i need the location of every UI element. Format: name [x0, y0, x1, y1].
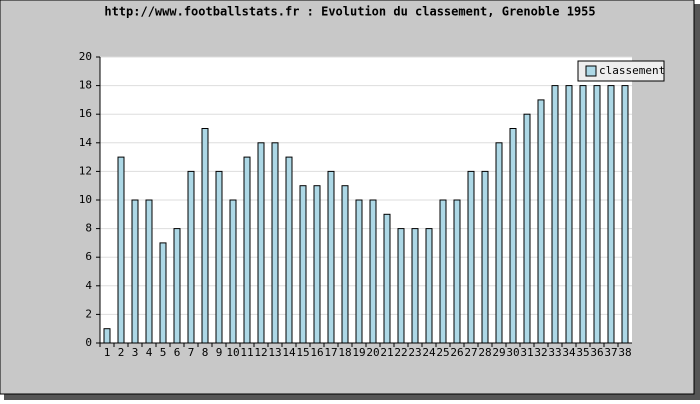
x-tick-label: 32 — [534, 346, 547, 359]
x-tick-label: 5 — [160, 346, 167, 359]
bar — [145, 199, 153, 344]
bar — [467, 170, 475, 344]
x-tick-label: 37 — [604, 346, 617, 359]
bar — [607, 85, 615, 344]
bar — [495, 142, 503, 344]
x-tick-label: 25 — [436, 346, 449, 359]
bar — [229, 199, 237, 344]
x-tick-label: 30 — [506, 346, 519, 359]
x-tick-label: 9 — [216, 346, 223, 359]
x-tick-label: 20 — [366, 346, 379, 359]
y-tick-label: 16 — [79, 107, 92, 120]
y-tick-label: 14 — [79, 136, 93, 149]
bar — [425, 228, 433, 344]
bar — [103, 328, 111, 344]
bar — [285, 156, 293, 344]
bar — [173, 228, 181, 344]
y-tick-label: 8 — [85, 222, 92, 235]
x-tick-label: 4 — [146, 346, 153, 359]
bar — [201, 128, 209, 344]
bar — [369, 199, 377, 344]
bar — [551, 85, 559, 344]
x-tick-label: 31 — [520, 346, 533, 359]
x-tick-label: 6 — [174, 346, 181, 359]
x-tick-label: 17 — [324, 346, 337, 359]
y-tick-label: 18 — [79, 79, 92, 92]
bar — [159, 242, 167, 344]
x-tick-label: 11 — [240, 346, 253, 359]
bar — [271, 142, 279, 344]
y-tick-label: 6 — [85, 250, 92, 263]
x-tick-label: 13 — [268, 346, 281, 359]
bar — [593, 85, 601, 344]
x-tick-label: 10 — [226, 346, 239, 359]
bar — [523, 113, 531, 344]
x-tick-label: 18 — [338, 346, 351, 359]
x-tick-label: 2 — [118, 346, 125, 359]
y-tick-label: 12 — [79, 164, 92, 177]
y-tick-label: 20 — [79, 50, 92, 63]
bar — [383, 213, 391, 344]
bar — [579, 85, 587, 344]
legend-swatch — [585, 65, 597, 77]
bar — [299, 185, 307, 344]
y-tick-label: 4 — [85, 279, 92, 292]
x-tick-label: 27 — [464, 346, 477, 359]
x-tick-label: 33 — [548, 346, 561, 359]
bar — [411, 228, 419, 344]
x-tick-label: 16 — [310, 346, 323, 359]
bar — [439, 199, 447, 344]
bar — [621, 85, 629, 344]
x-tick-label: 22 — [394, 346, 407, 359]
bar — [187, 170, 195, 344]
chart-title: http://www.footballstats.fr : Evolution … — [104, 5, 595, 19]
x-tick-label: 26 — [450, 346, 463, 359]
x-tick-label: 38 — [618, 346, 631, 359]
bar — [327, 170, 335, 344]
x-tick-label: 24 — [422, 346, 436, 359]
bar — [481, 170, 489, 344]
x-tick-label: 36 — [590, 346, 603, 359]
x-tick-label: 1 — [104, 346, 111, 359]
y-tick-label: 0 — [85, 336, 92, 349]
bar — [117, 156, 125, 344]
bar — [509, 128, 517, 344]
x-tick-label: 21 — [380, 346, 393, 359]
y-tick-label: 2 — [85, 307, 92, 320]
bar — [397, 228, 405, 344]
x-tick-label: 15 — [296, 346, 309, 359]
bar — [243, 156, 251, 344]
x-tick-label: 12 — [254, 346, 267, 359]
x-tick-label: 34 — [562, 346, 576, 359]
bar — [257, 142, 265, 344]
x-tick-label: 35 — [576, 346, 589, 359]
x-tick-label: 23 — [408, 346, 421, 359]
bar — [215, 170, 223, 344]
bar — [313, 185, 321, 344]
legend-label: classement — [599, 64, 665, 77]
bar — [453, 199, 461, 344]
y-tick-label: 10 — [79, 193, 92, 206]
bar — [131, 199, 139, 344]
x-tick-label: 28 — [478, 346, 491, 359]
x-tick-label: 7 — [188, 346, 195, 359]
x-tick-label: 14 — [282, 346, 296, 359]
x-tick-label: 3 — [132, 346, 139, 359]
x-tick-label: 19 — [352, 346, 365, 359]
bar — [565, 85, 573, 344]
bar — [537, 99, 545, 344]
bar — [341, 185, 349, 344]
bar — [355, 199, 363, 344]
x-tick-label: 29 — [492, 346, 505, 359]
x-tick-label: 8 — [202, 346, 209, 359]
legend-box — [577, 60, 665, 82]
